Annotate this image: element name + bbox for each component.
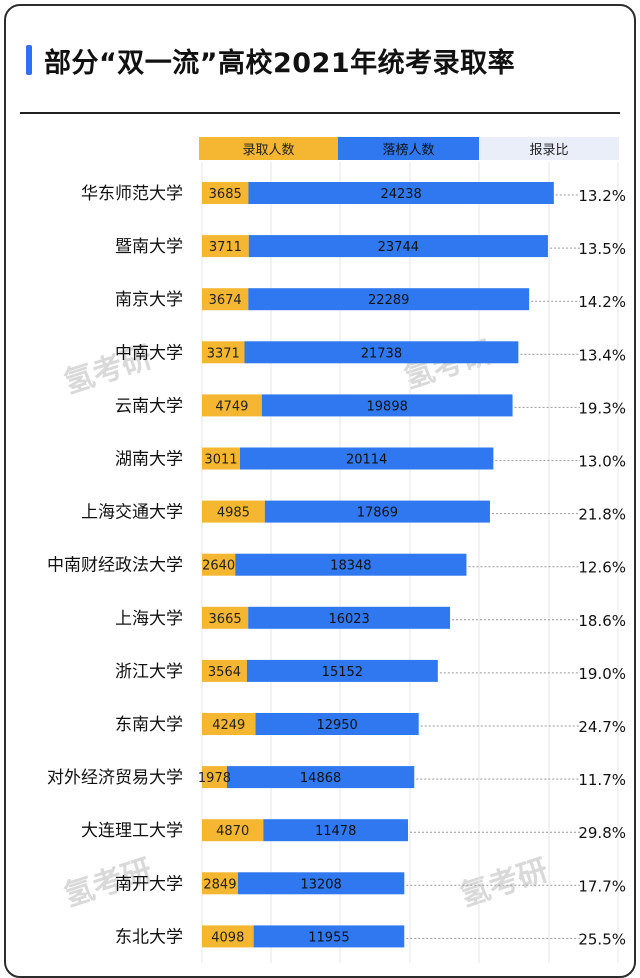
- ratio-label: 11.7%: [578, 771, 626, 789]
- ratio-label: 19.3%: [578, 399, 626, 417]
- bar-rejected: [246, 659, 438, 682]
- value-label-admitted: 2640: [202, 559, 235, 574]
- category-label: 华东师范大学: [81, 184, 183, 204]
- bar-rejected: [248, 235, 548, 258]
- title-row: 部分“双一流”高校2021年统考录取率: [26, 40, 515, 80]
- bar-admitted: [202, 819, 264, 842]
- category-label: 南开大学: [115, 874, 183, 894]
- bar-rejected: [264, 500, 490, 523]
- category-label: 大连理工大学: [81, 821, 183, 841]
- bar-rejected: [244, 341, 519, 364]
- value-label-admitted: 2849: [203, 877, 236, 892]
- bar-rejected: [239, 447, 494, 470]
- value-label-rejected: 12950: [316, 718, 357, 733]
- chart-card: [4, 4, 636, 978]
- ratio-label: 13.2%: [578, 187, 626, 205]
- bar-rejected: [261, 394, 513, 417]
- legend-ratio: 报录比: [479, 137, 619, 160]
- legend-admitted: 录取人数: [199, 137, 338, 160]
- bar-admitted: [202, 341, 245, 364]
- bar-admitted: [202, 713, 256, 735]
- ratio-label: 24.7%: [578, 718, 626, 736]
- ratio-label: 19.0%: [578, 665, 626, 683]
- bar-admitted: [202, 553, 236, 576]
- bar-rejected: [237, 872, 405, 895]
- bar-admitted: [202, 235, 249, 258]
- value-label-rejected: 18348: [330, 559, 371, 574]
- bar-admitted: [202, 925, 254, 948]
- value-label-rejected: 11955: [308, 930, 349, 945]
- ratio-label: 13.0%: [578, 453, 626, 471]
- value-label-admitted: 3665: [209, 612, 242, 627]
- value-label-rejected: 21738: [361, 346, 402, 361]
- bar-rejected: [248, 182, 554, 204]
- title-divider: [20, 112, 620, 114]
- value-label-rejected: 17869: [357, 506, 398, 521]
- value-label-admitted: 4249: [212, 718, 245, 733]
- value-label-rejected: 22289: [368, 293, 409, 308]
- value-label-admitted: 3674: [209, 293, 242, 308]
- bar-admitted: [202, 606, 249, 629]
- chart-title: 部分“双一流”高校2021年统考录取率: [44, 47, 516, 79]
- value-label-rejected: 19898: [367, 399, 408, 414]
- ratio-label: 25.5%: [578, 930, 626, 948]
- bar-admitted: [202, 447, 240, 470]
- category-label: 上海大学: [115, 609, 183, 629]
- ratio-label: 21.8%: [578, 506, 626, 524]
- category-label: 中南大学: [115, 343, 183, 363]
- legend-rejected: 落榜人数: [338, 137, 479, 160]
- bar-rejected: [248, 606, 451, 629]
- value-label-admitted: 3564: [208, 665, 241, 680]
- bar-rejected: [263, 819, 408, 842]
- value-label-rejected: 20114: [346, 453, 387, 468]
- value-label-admitted: 1978: [198, 771, 231, 786]
- bar-admitted: [202, 500, 265, 523]
- value-label-rejected: 14868: [300, 771, 341, 786]
- value-label-admitted: 3685: [209, 187, 242, 202]
- ratio-label: 14.2%: [578, 293, 626, 311]
- bar-admitted: [202, 394, 262, 417]
- category-label: 对外经济贸易大学: [47, 768, 183, 788]
- bar-admitted: [202, 659, 247, 682]
- value-label-admitted: 3371: [207, 346, 240, 361]
- bar-admitted: [202, 288, 249, 311]
- ratio-label: 12.6%: [578, 559, 626, 577]
- category-label: 浙江大学: [115, 662, 183, 682]
- ratio-label: 17.7%: [578, 877, 626, 895]
- value-label-admitted: 3711: [209, 240, 242, 255]
- category-label: 上海交通大学: [81, 503, 183, 523]
- bar-rejected: [253, 925, 405, 948]
- title-accent-bar: [26, 45, 32, 75]
- category-label: 南京大学: [115, 290, 183, 310]
- value-label-rejected: 13208: [300, 877, 341, 892]
- bar-rejected: [248, 288, 530, 311]
- value-label-rejected: 24238: [380, 187, 421, 202]
- value-label-rejected: 11478: [315, 824, 356, 839]
- category-label: 暨南大学: [115, 237, 183, 257]
- value-label-rejected: 23744: [378, 240, 419, 255]
- bar-rejected: [255, 713, 419, 735]
- ratio-label: 13.4%: [578, 346, 626, 364]
- ratio-label: 29.8%: [578, 824, 626, 842]
- bar-rejected: [226, 766, 415, 789]
- value-label-admitted: 4870: [216, 824, 249, 839]
- value-label-rejected: 16023: [328, 612, 369, 627]
- value-label-admitted: 3011: [204, 453, 237, 468]
- value-label-admitted: 4098: [211, 930, 244, 945]
- ratio-label: 13.5%: [578, 240, 626, 258]
- category-label: 东南大学: [115, 715, 183, 735]
- bar-rejected: [235, 553, 467, 576]
- category-label: 东北大学: [115, 927, 183, 947]
- bar-admitted: [202, 766, 227, 789]
- bar-admitted: [202, 872, 238, 895]
- value-label-admitted: 4749: [215, 399, 248, 414]
- ratio-label: 18.6%: [578, 612, 626, 630]
- category-label: 云南大学: [115, 396, 183, 416]
- category-label: 中南财经政法大学: [47, 556, 183, 576]
- value-label-rejected: 15152: [322, 665, 363, 680]
- value-label-admitted: 4985: [217, 506, 250, 521]
- bar-admitted: [202, 182, 249, 204]
- category-label: 湖南大学: [115, 450, 183, 470]
